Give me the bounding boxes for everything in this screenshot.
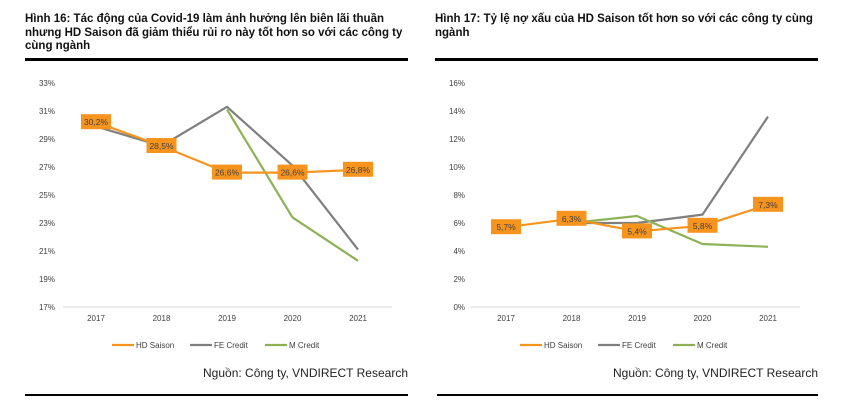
margin-chart: 17% 19% 21% 23% 25% 27% 29% 31% 33% 2017 2018 2019 2… [39, 79, 392, 350]
figure-17-title: Hình 17: Tỷ lệ nợ xấu của HD Saison tốt … [435, 13, 813, 39]
data-label: 6,3% [562, 214, 582, 224]
y-tick-label: 21% [39, 247, 55, 256]
data-label: 5,8% [693, 221, 713, 231]
y-tick-label: 10% [449, 163, 465, 172]
y-tick-label: 19% [39, 275, 55, 284]
figure-17-source: Nguồn: Công ty, VNDIRECT Research [613, 366, 818, 380]
data-label: 7,3% [758, 200, 778, 210]
series-line-m-credit [571, 214, 769, 248]
x-tick-label: 2017 [497, 314, 515, 323]
y-tick-label: 6% [453, 219, 465, 228]
series-line-fe-credit [95, 105, 359, 251]
series-line-fe-credit [571, 115, 769, 225]
data-label-box [81, 114, 111, 130]
title-divider [435, 58, 818, 61]
x-tick-label: 2018 [153, 314, 171, 323]
data-label-box [687, 217, 718, 233]
y-tick-label: 8% [453, 191, 465, 200]
data-label-box [212, 164, 242, 180]
x-tick-label: 2020 [694, 314, 712, 323]
x-tick-label: 2019 [218, 314, 236, 323]
data-label-box [277, 164, 308, 180]
data-label: 30,2% [84, 117, 109, 127]
y-tick-label: 31% [39, 107, 55, 116]
figure-16-title: Hình 16: Tác động của Covid-19 làm ảnh h… [25, 13, 403, 52]
source-divider [25, 394, 408, 396]
legend-label: HD Saison [136, 341, 174, 350]
y-tick-label: 25% [39, 191, 55, 200]
data-label-box [556, 210, 587, 226]
legend-label: M Credit [697, 341, 728, 350]
x-tick-label: 2020 [284, 314, 302, 323]
x-tick-label: 2018 [563, 314, 581, 323]
data-label: 5,4% [627, 226, 647, 236]
data-label: 26,6% [280, 168, 305, 178]
data-label: 26,8% [346, 165, 371, 175]
figure-16-source: Nguồn: Công ty, VNDIRECT Research [203, 366, 408, 380]
y-tick-label: 12% [449, 135, 465, 144]
data-label: 5,7% [496, 222, 516, 232]
y-tick-label: 17% [39, 303, 55, 312]
data-label: 26,6% [215, 168, 240, 178]
data-label-box [491, 219, 521, 235]
data-label-box [146, 138, 177, 153]
title-divider [25, 58, 408, 61]
y-tick-label: 4% [453, 247, 465, 256]
legend-label: FE Credit [214, 341, 249, 350]
legend-label: HD Saison [544, 341, 582, 350]
data-label: 28,5% [149, 141, 174, 151]
legend-label: FE Credit [622, 341, 657, 350]
x-tick-label: 2017 [87, 314, 105, 323]
x-tick-label: 2021 [759, 314, 777, 323]
y-tick-label: 0% [453, 303, 465, 312]
y-tick-label: 23% [39, 219, 55, 228]
y-tick-label: 27% [39, 163, 55, 172]
y-tick-label: 14% [449, 107, 465, 116]
x-tick-label: 2019 [628, 314, 646, 323]
y-tick-label: 2% [453, 275, 465, 284]
y-tick-label: 29% [39, 135, 55, 144]
data-label-box [343, 161, 373, 177]
legend-label: M Credit [289, 341, 320, 350]
y-tick-label: 33% [39, 79, 55, 88]
series-line-m-credit [226, 109, 359, 262]
x-tick-label: 2021 [349, 314, 367, 323]
y-tick-label: 16% [449, 79, 465, 88]
data-label-box [753, 196, 783, 212]
data-label-box [622, 223, 652, 239]
npl-chart: 0% 2% 4% 6% 8% 10% 12% 14% 16% 2017 2018 2019 2020 20… [449, 79, 800, 350]
source-divider [437, 394, 818, 396]
